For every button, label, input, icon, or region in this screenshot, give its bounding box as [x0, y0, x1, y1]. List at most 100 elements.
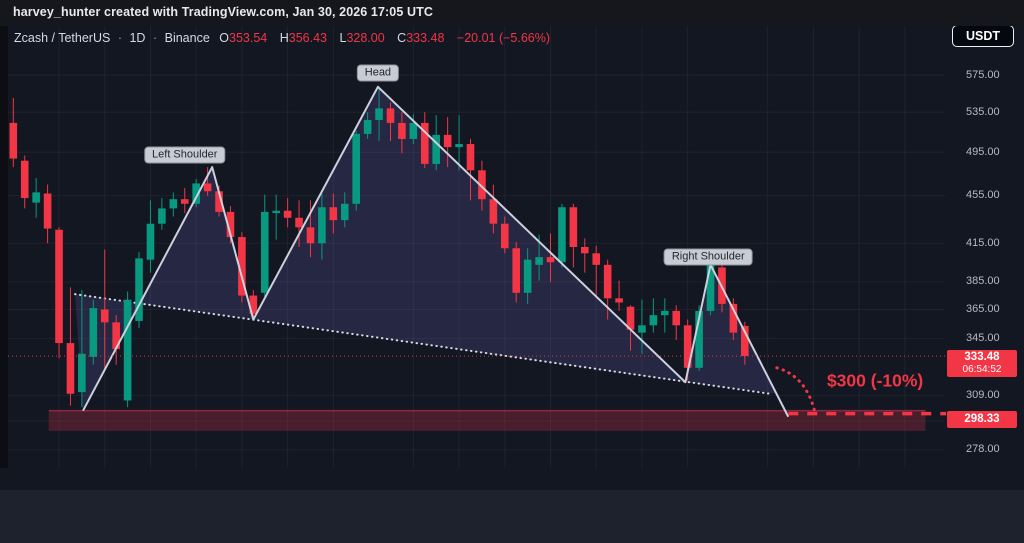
candle-body	[558, 207, 566, 263]
candle-body	[661, 310, 669, 316]
candle-body	[603, 264, 612, 299]
candle-body	[89, 308, 98, 357]
candle-body	[283, 210, 292, 218]
symbol-name[interactable]: Zcash / TetherUS	[14, 31, 111, 45]
price-axis-label: 385.00	[966, 275, 1000, 288]
high-value: 356.43	[288, 31, 327, 45]
open-value: 353.54	[229, 31, 268, 45]
candle-body	[443, 134, 452, 148]
snapshot-attribution: harvey_hunter created with TradingView.c…	[13, 5, 433, 19]
price-axis-label: 345.00	[966, 332, 1000, 345]
pattern-neckline[interactable]	[74, 293, 771, 395]
low-label: L	[339, 31, 347, 45]
candle-body	[260, 211, 269, 293]
price-axis-label: 309.00	[966, 388, 1000, 401]
low-value: 328.00	[346, 31, 385, 45]
price-axis-label: 495.00	[966, 145, 1000, 158]
price-axis-label: 455.00	[966, 189, 1000, 202]
candle-body	[78, 353, 86, 393]
exchange-label: Binance	[164, 31, 210, 45]
candle-body	[20, 160, 29, 199]
candle-body	[386, 108, 395, 123]
candle-body	[466, 144, 475, 171]
bar-countdown: 06:54:52	[962, 364, 1002, 376]
candle-body	[546, 257, 555, 263]
candle-body	[123, 299, 132, 401]
candle-body	[192, 183, 200, 204]
plot-area[interactable]	[8, 26, 945, 468]
candle-body	[706, 264, 715, 311]
right-shoulder-label[interactable]: Right Shoulder	[663, 248, 753, 266]
left-gutter	[0, 26, 8, 490]
candle-body	[375, 108, 383, 120]
price-target-annotation[interactable]: $300 (-10%)	[826, 370, 924, 391]
candle-body	[146, 223, 155, 260]
candle-body	[203, 183, 212, 192]
currency-toggle-button[interactable]: USDT	[952, 25, 1015, 47]
candle-body	[238, 237, 246, 296]
candle-body	[649, 315, 658, 326]
candle-body	[615, 298, 623, 303]
candle-body	[569, 207, 578, 247]
interval-label[interactable]: 1D	[129, 31, 146, 45]
candle-body	[741, 325, 749, 357]
chart-legend: Zcash / TetherUS · 1D · Binance O353.54 …	[14, 31, 554, 45]
candle-body	[295, 217, 303, 228]
candle-body	[363, 119, 372, 134]
legend-separator: ·	[152, 31, 158, 45]
candle-body	[683, 325, 692, 368]
title-bar: harvey_hunter created with TradingView.c…	[0, 0, 1024, 26]
support-zone[interactable]	[48, 410, 926, 431]
candle-body	[500, 223, 509, 249]
candle-body	[420, 122, 429, 164]
price-axis-label: 365.00	[966, 302, 1000, 315]
candle-body	[43, 193, 52, 229]
candle-body	[100, 309, 109, 323]
candle-body	[478, 170, 486, 200]
current-price-badge: 333.48 06:54:52	[947, 350, 1017, 378]
candle-body	[523, 259, 532, 293]
change-value: −20.01 (−5.66%)	[456, 31, 551, 45]
candle-body	[32, 192, 40, 203]
candle-body	[169, 199, 178, 209]
head-label[interactable]: Head	[356, 64, 400, 82]
candle-body	[432, 134, 441, 164]
target-price-badge: 298.33	[947, 410, 1017, 428]
candle-body	[66, 343, 75, 394]
candle-body	[340, 203, 349, 221]
candle-body	[626, 306, 635, 330]
footer-bar: TradingView	[0, 490, 1024, 543]
candle-body	[592, 253, 601, 265]
candle-body	[329, 207, 338, 221]
candle-body	[455, 144, 463, 148]
candle-body	[306, 227, 315, 244]
high-label: H	[279, 31, 289, 45]
price-axis-label: 535.00	[966, 105, 1000, 118]
legend-separator: ·	[117, 31, 122, 45]
candle-body	[352, 133, 360, 204]
candle-body	[249, 295, 258, 314]
time-axis[interactable]: Dec591317212520265913172125Feb591317	[0, 468, 1024, 490]
candle-body	[9, 122, 18, 159]
candle-body	[535, 257, 543, 265]
pattern-fill	[139, 167, 254, 320]
left-shoulder-label[interactable]: Left Shoulder	[144, 146, 226, 164]
price-axis-label: 415.00	[966, 236, 1000, 249]
candle-body	[226, 211, 235, 238]
candle-body	[489, 199, 498, 224]
candle-body	[512, 248, 521, 293]
candle-body	[638, 325, 646, 333]
candle-body	[55, 229, 63, 344]
current-price-value: 333.48	[964, 351, 1000, 364]
candle-body	[409, 122, 418, 139]
price-axis-label: 575.00	[966, 68, 1000, 81]
price-axis-label: 278.00	[966, 443, 1000, 456]
close-label: C	[397, 31, 407, 45]
candle-body	[318, 207, 326, 244]
close-value: 333.48	[406, 31, 445, 45]
candle-body	[672, 310, 681, 326]
candle-body	[398, 122, 406, 139]
open-label: O	[219, 31, 230, 45]
